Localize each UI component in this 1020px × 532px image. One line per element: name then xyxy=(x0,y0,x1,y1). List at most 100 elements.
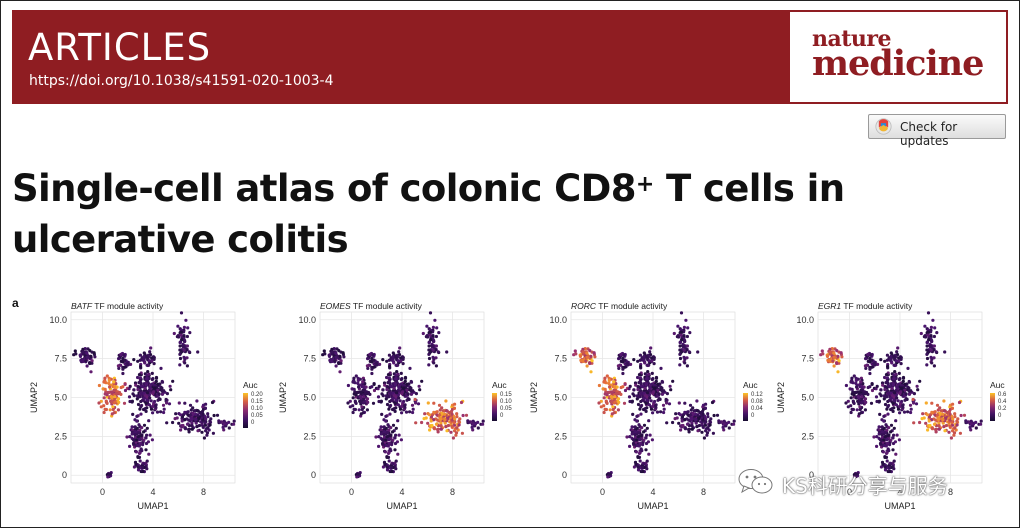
umap-point xyxy=(365,408,369,412)
umap-point xyxy=(147,359,152,363)
y-axis-label: UMAP2 xyxy=(529,382,539,413)
umap-point xyxy=(664,397,668,402)
legend-label: 0.15 xyxy=(500,392,512,398)
umap-point xyxy=(142,354,146,359)
umap-point xyxy=(150,371,154,375)
journal-logo[interactable]: nature medicine xyxy=(790,12,1006,102)
umap-point xyxy=(682,348,686,352)
umap-point xyxy=(197,423,202,428)
umap-point xyxy=(103,392,107,396)
umap-point xyxy=(929,325,933,329)
umap-point xyxy=(850,387,854,391)
umap-point xyxy=(435,326,439,330)
umap-point xyxy=(181,344,185,348)
umap-point xyxy=(139,389,143,393)
umap-point xyxy=(397,433,401,437)
doi-link[interactable]: https://doi.org/10.1038/s41591-020-1003-… xyxy=(29,73,334,89)
umap-point xyxy=(903,382,907,386)
umap-point xyxy=(144,436,148,440)
umap-point xyxy=(727,420,731,424)
umap-point xyxy=(142,430,146,434)
umap-point xyxy=(630,399,634,403)
umap-point xyxy=(147,403,151,407)
umap-point xyxy=(925,344,929,348)
umap-point xyxy=(351,396,355,400)
umap-point xyxy=(370,367,374,371)
umap-point xyxy=(142,396,146,400)
umap-point xyxy=(151,377,155,381)
umap-point xyxy=(188,331,192,335)
umap-point xyxy=(870,382,874,386)
umap-point xyxy=(849,396,853,400)
umap-point xyxy=(902,410,907,414)
umap-point xyxy=(927,419,931,423)
umap-point xyxy=(73,349,77,353)
umap-point xyxy=(650,371,654,375)
umap-point xyxy=(365,364,369,368)
umap-point xyxy=(628,444,632,448)
umap-point xyxy=(677,421,681,425)
umap-point xyxy=(201,412,205,416)
umap-point xyxy=(386,394,390,399)
umap-point xyxy=(152,390,156,394)
umap-point xyxy=(461,413,465,418)
umap-point xyxy=(330,350,334,354)
umap-point xyxy=(602,410,606,415)
umap-point xyxy=(667,402,672,406)
check-for-updates-button[interactable]: Check for updates xyxy=(868,114,1006,148)
umap-point xyxy=(894,452,898,456)
umap-point xyxy=(711,431,715,435)
umap-point xyxy=(849,404,853,408)
umap-point xyxy=(394,459,398,463)
umap-point xyxy=(653,404,657,408)
umap-point xyxy=(685,422,690,426)
umap-point xyxy=(637,373,642,377)
y-tick-label: 5.0 xyxy=(54,393,67,403)
umap-point xyxy=(854,390,858,394)
umap-point xyxy=(457,423,461,427)
umap-point xyxy=(923,324,927,328)
umap-point xyxy=(679,311,684,315)
umap-point xyxy=(962,413,967,417)
umap-point xyxy=(352,376,356,380)
umap-point xyxy=(722,422,726,426)
umap-point xyxy=(930,427,935,431)
umap-point xyxy=(884,373,889,377)
umap-point xyxy=(889,462,893,466)
umap-point xyxy=(705,431,710,435)
x-tick-label: 0 xyxy=(600,487,605,497)
umap-point xyxy=(681,423,685,428)
umap-point xyxy=(914,402,919,406)
umap-point xyxy=(853,475,857,479)
umap-point xyxy=(655,410,660,414)
umap-point xyxy=(443,418,447,422)
umap-point xyxy=(603,387,607,391)
umap-point xyxy=(677,401,681,405)
umap-point xyxy=(437,331,441,335)
umap-point xyxy=(180,338,184,342)
umap-point xyxy=(400,411,404,415)
umap-point xyxy=(650,359,654,363)
umap-point xyxy=(395,391,399,395)
x-tick-label: 0 xyxy=(100,487,105,497)
umap-point xyxy=(928,344,932,348)
umap-point xyxy=(639,434,643,438)
umap-point xyxy=(481,419,485,423)
umap-point xyxy=(471,428,475,432)
umap-point xyxy=(612,380,616,384)
umap-point xyxy=(872,435,876,439)
crossmark-icon xyxy=(875,118,892,135)
umap-point xyxy=(142,423,147,427)
umap-point xyxy=(579,358,583,362)
x-tick-label: 0 xyxy=(349,487,354,497)
umap-point xyxy=(149,399,153,403)
umap-point xyxy=(386,373,391,377)
umap-point xyxy=(689,408,693,412)
umap-point xyxy=(638,459,642,463)
umap-point xyxy=(641,469,645,474)
legend-colorbar xyxy=(743,393,748,421)
umap-point xyxy=(106,475,110,479)
umap-point xyxy=(337,349,341,353)
scatter-points xyxy=(72,311,236,479)
umap-point xyxy=(399,356,403,360)
